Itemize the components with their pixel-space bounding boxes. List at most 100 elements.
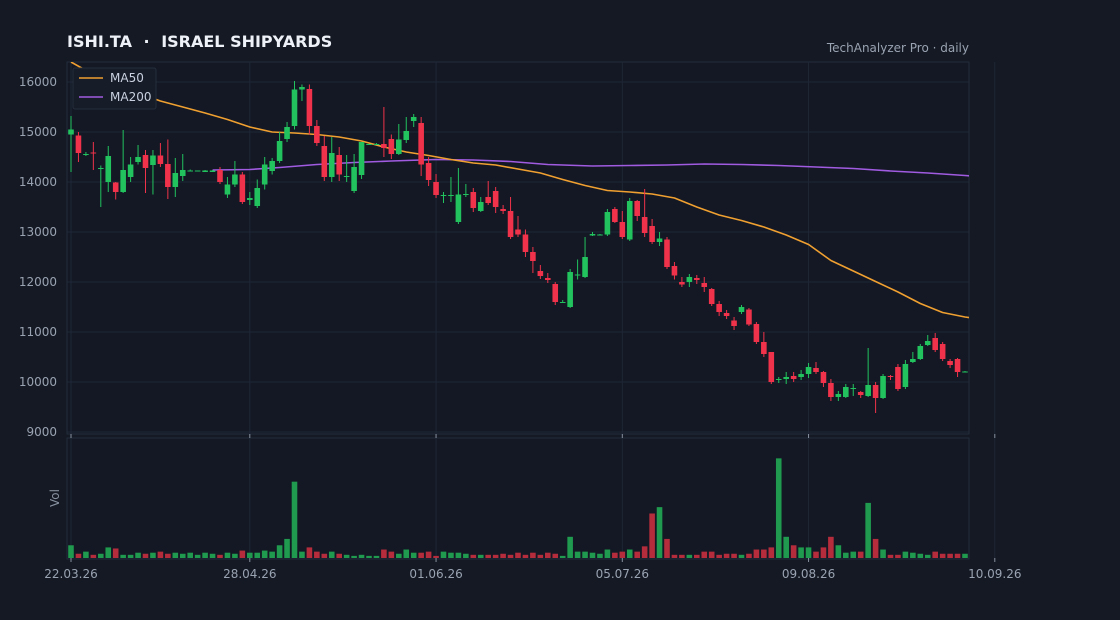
volume-bar	[396, 553, 402, 558]
candle-body	[686, 277, 693, 282]
volume-bar	[522, 554, 529, 558]
candle-body	[731, 320, 737, 326]
volume-bar	[910, 552, 916, 558]
candle-body	[574, 274, 581, 276]
candle-body	[753, 324, 760, 342]
volume-bar	[865, 502, 871, 558]
volume-bar	[850, 551, 857, 558]
candle-body	[120, 170, 126, 192]
candle-body	[165, 164, 171, 187]
volume-bar	[373, 555, 380, 558]
volume-bar	[351, 555, 357, 558]
candle-body	[284, 127, 290, 139]
candle-body	[902, 364, 909, 387]
date-axis: 22.03.26 28.04.26 01.06.26 05.07.26 09.08.26…	[44, 434, 1022, 581]
candle-body	[582, 257, 588, 277]
volume-bar	[768, 547, 775, 558]
candle-body	[291, 89, 298, 126]
candle-body	[932, 338, 938, 350]
volume-bar	[790, 545, 797, 558]
candle-body	[492, 191, 499, 207]
volume-bar	[485, 554, 491, 558]
candle-body	[83, 154, 89, 155]
candle-body	[328, 153, 335, 177]
candle-body	[559, 302, 566, 303]
candle-body	[887, 376, 894, 377]
volume-bar	[731, 553, 737, 558]
volume-bar	[708, 551, 715, 558]
candle-body	[254, 188, 261, 206]
volume-bar	[507, 554, 514, 558]
candle-body	[470, 192, 477, 208]
volume-bar	[209, 553, 216, 558]
volume-bar	[194, 554, 201, 558]
candle-body	[701, 283, 708, 287]
volume-bar	[105, 547, 112, 558]
y-tick-label: 9000	[26, 425, 57, 439]
candle-body	[75, 135, 82, 153]
candle-body	[716, 304, 722, 312]
candle-body	[388, 139, 395, 154]
candle-body	[202, 170, 208, 172]
x-tick-label: 05.07.26	[596, 567, 649, 581]
volume-bar	[567, 536, 573, 558]
candle-body	[738, 307, 745, 312]
candle-body	[373, 144, 380, 145]
volume-bar	[433, 555, 439, 558]
candle-body	[962, 371, 968, 373]
volume-bar	[314, 551, 320, 558]
candle-body	[567, 272, 573, 307]
candle-body	[783, 377, 789, 379]
candle-body	[142, 155, 149, 168]
volume-bar	[723, 553, 730, 558]
candle-body	[671, 266, 678, 276]
candle-body	[805, 367, 812, 374]
volume-bar	[321, 553, 328, 558]
volume-bar	[939, 553, 946, 558]
candle-body	[440, 195, 447, 196]
volume-axis-label: Vol	[48, 489, 62, 507]
candle-body	[746, 309, 752, 325]
candle-body	[112, 182, 119, 192]
volume-bar	[641, 546, 648, 558]
volume-bar	[112, 548, 119, 558]
volume-bar	[746, 553, 752, 558]
candle-body	[463, 194, 469, 195]
volume-panel-bg	[66, 437, 970, 560]
volume-bar	[224, 552, 231, 558]
candle-body	[895, 367, 901, 389]
volume-bar	[269, 551, 275, 558]
volume-bar	[98, 553, 104, 558]
price-panel-bg	[66, 61, 970, 435]
volume-bar	[783, 536, 789, 558]
candle-body	[910, 359, 916, 362]
candle-body	[336, 155, 342, 175]
candle-body	[552, 284, 559, 302]
volume-bar	[671, 554, 678, 558]
candle-body	[641, 217, 648, 233]
candle-body	[954, 359, 961, 372]
volume-bar	[798, 547, 804, 558]
candle-body	[433, 182, 439, 195]
candle-body	[597, 234, 603, 236]
volume-bar	[887, 554, 894, 558]
volume-bar	[924, 554, 931, 558]
candle-body	[775, 379, 782, 380]
volume-bar	[805, 547, 812, 558]
candle-body	[410, 117, 417, 121]
price-axis: 9000 10000 11000 12000 13000 14000 15000 16000	[19, 75, 57, 439]
candle-body	[723, 313, 730, 316]
volume-bar	[336, 553, 342, 558]
candle-body	[656, 238, 663, 242]
volume-bar	[947, 553, 953, 558]
y-tick-label: 11000	[19, 325, 57, 339]
candle-body	[68, 129, 74, 135]
ma50-legend-label: MA50	[110, 71, 144, 85]
volume-bar	[679, 554, 685, 558]
volume-bar	[954, 553, 961, 558]
volume-bar	[545, 552, 551, 558]
volume-bar	[552, 553, 559, 558]
volume-bar	[530, 552, 536, 558]
